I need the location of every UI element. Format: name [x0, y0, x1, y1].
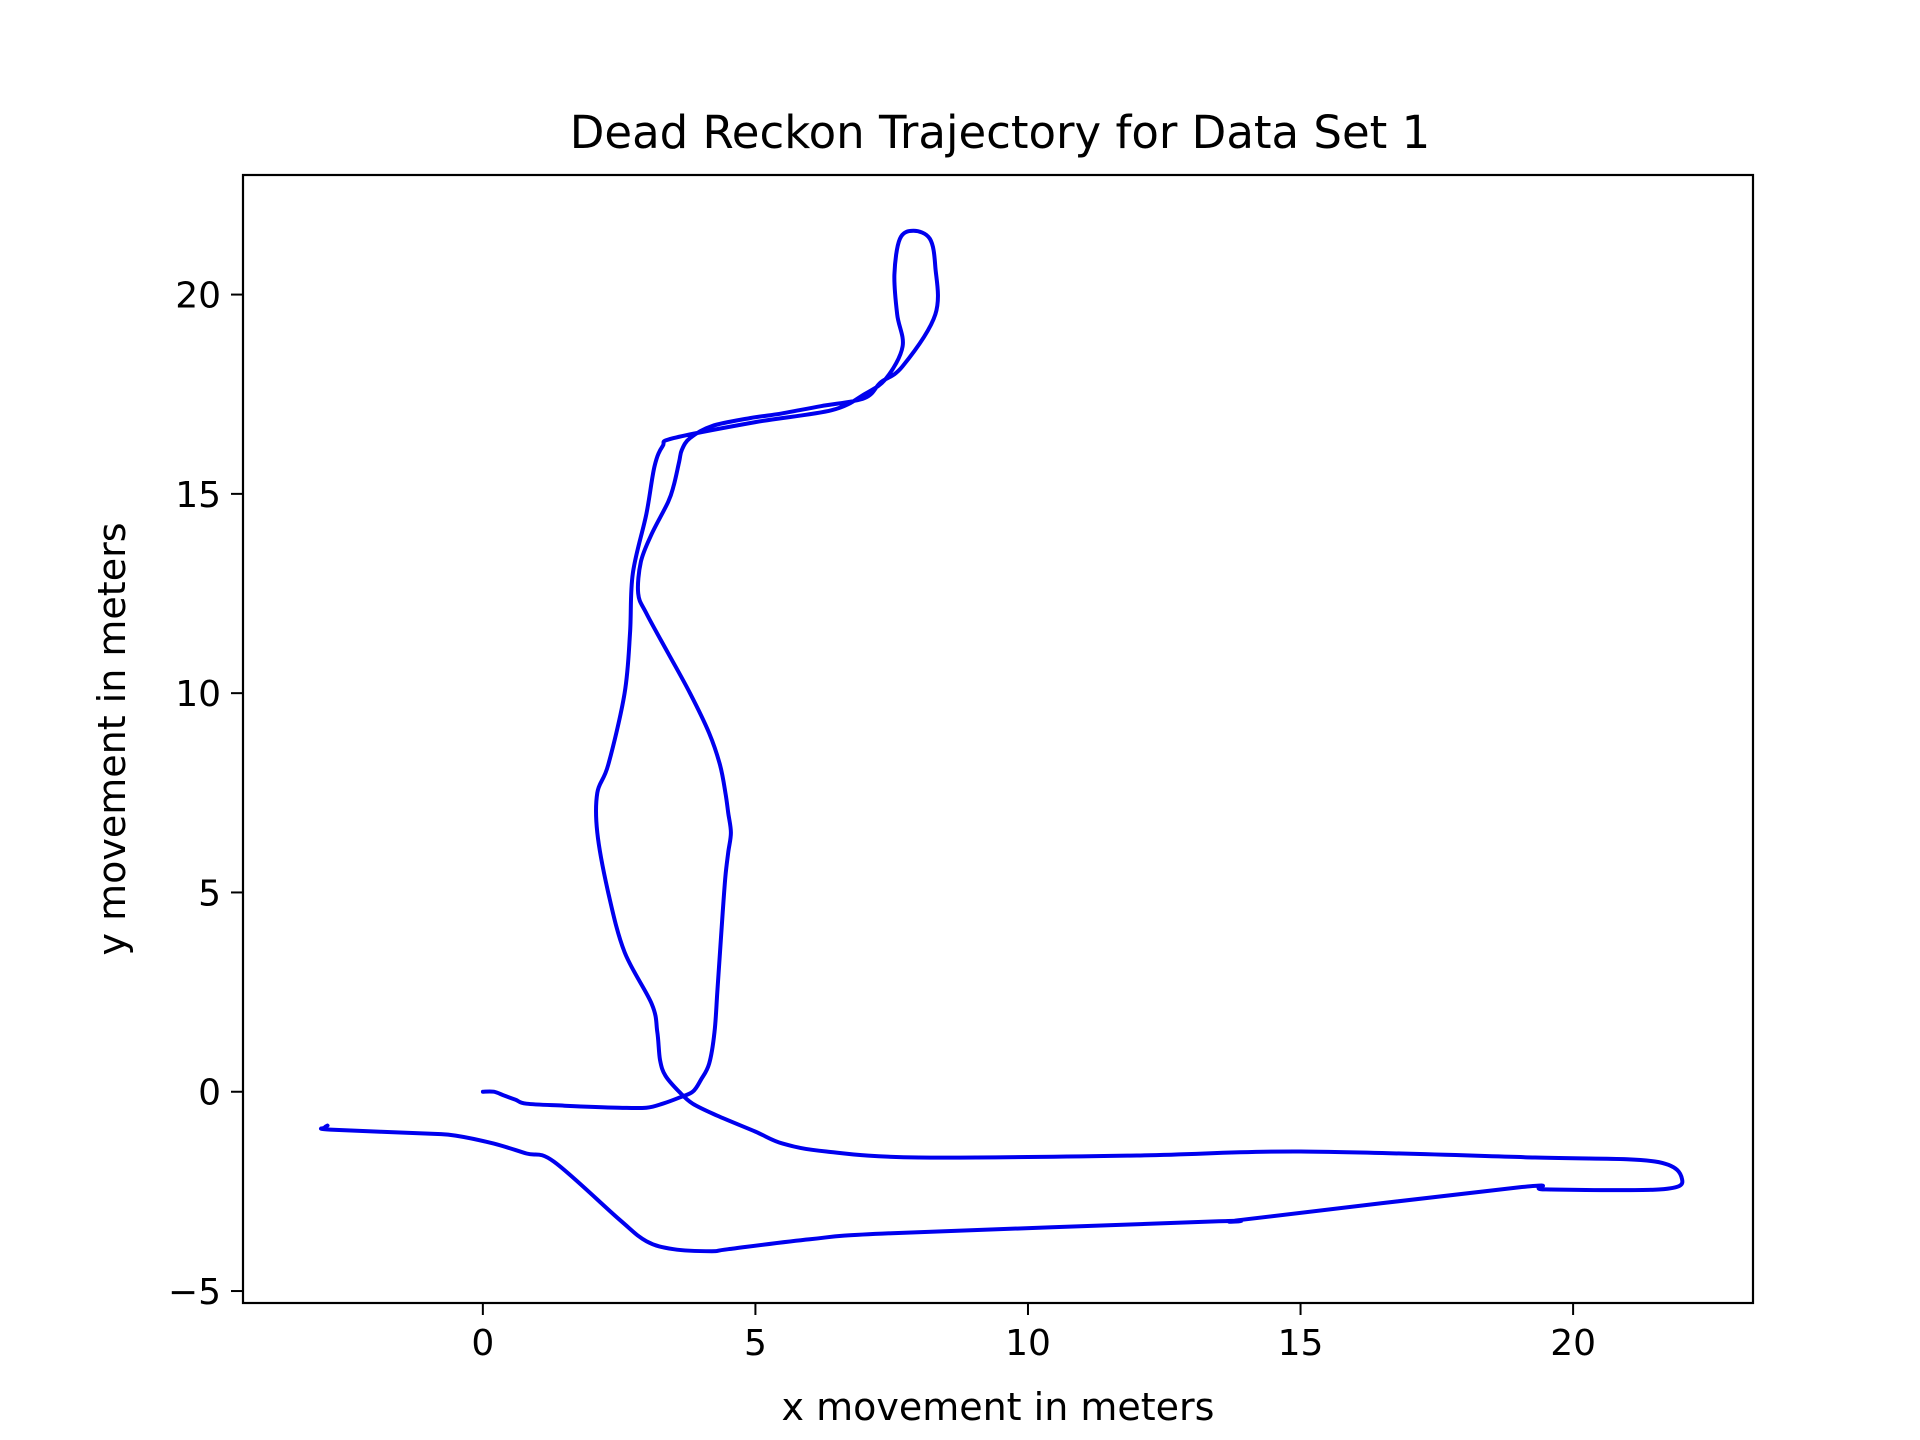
y-tick-label: 10	[175, 674, 221, 715]
y-tick-label: 5	[198, 873, 221, 914]
x-axis: 0 5 10 15 20	[471, 1303, 1596, 1364]
y-tick-label: 15	[175, 475, 221, 516]
x-axis-label: x movement in meters	[782, 1385, 1215, 1429]
x-tick-label: 0	[471, 1323, 494, 1364]
y-tick-label: 0	[198, 1073, 221, 1114]
chart-title: Dead Reckon Trajectory for Data Set 1	[570, 106, 1431, 159]
plot-frame	[241, 173, 1755, 1305]
y-axis-label: y movement in meters	[90, 523, 134, 956]
y-tick-label: −5	[168, 1272, 221, 1313]
plot-area	[241, 173, 1755, 1305]
series-layer	[319, 228, 1685, 1254]
x-tick-label: 15	[1278, 1323, 1324, 1364]
x-tick-label: 20	[1550, 1323, 1596, 1364]
x-tick-label: 10	[1005, 1323, 1051, 1364]
y-tick-label: 20	[175, 276, 221, 317]
x-tick-label: 5	[744, 1323, 767, 1364]
y-axis: −5 0 5 10 15 20	[168, 276, 243, 1313]
trajectory-line	[319, 228, 1685, 1254]
